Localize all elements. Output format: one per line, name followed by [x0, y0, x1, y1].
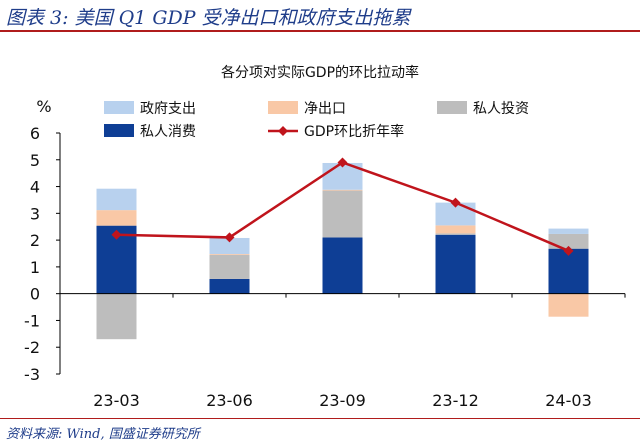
legend-swatch-净出口 — [268, 101, 298, 114]
y-tick-label: 1 — [30, 258, 40, 277]
bar-23-09-私人投资 — [322, 190, 363, 238]
source-note: 资料来源: Wind, 国盛证券研究所 — [6, 427, 200, 442]
y-tick-label: 6 — [30, 124, 40, 143]
gdp-point-23-06 — [224, 232, 235, 243]
y-tick-label: -3 — [24, 365, 40, 384]
bar-23-06-净出口 — [209, 254, 250, 255]
legend-label-净出口: 净出口 — [304, 101, 346, 117]
bar-24-03-政府支出 — [548, 228, 589, 234]
bar-23-06-私人消费 — [209, 278, 250, 294]
y-tick-label: 4 — [30, 178, 40, 197]
figure-title: 图表 3: 美国 Q1 GDP 受净出口和政府支出拖累 — [6, 7, 411, 29]
chart-title: 各分项对实际GDP的环比拉动率 — [220, 65, 420, 81]
gdp-point-23-12 — [450, 197, 461, 208]
y-tick-label: 5 — [30, 151, 40, 170]
y-tick-label: -1 — [24, 311, 40, 330]
bar-23-12-净出口 — [435, 225, 476, 234]
legend-swatch-政府支出 — [104, 101, 134, 114]
bar-23-12-私人消费 — [435, 234, 476, 294]
legend-label-私人消费: 私人消费 — [140, 124, 196, 140]
x-tick-label: 23-09 — [319, 391, 366, 410]
gdp-point-24-03 — [563, 245, 574, 256]
legend-swatch-私人投资 — [437, 101, 467, 114]
y-tick-label: 2 — [30, 231, 40, 250]
bar-23-06-政府支出 — [209, 237, 250, 255]
bar-23-12-私人投资 — [435, 233, 476, 235]
x-tick-label: 23-03 — [93, 391, 140, 410]
footer-divider — [0, 418, 640, 419]
x-tick-label: 23-06 — [206, 391, 253, 410]
y-tick-label: 0 — [30, 285, 40, 304]
bar-23-09-私人消费 — [322, 237, 363, 294]
bar-24-03-净出口 — [548, 293, 589, 317]
legend-swatch-私人消费 — [104, 124, 134, 137]
legend-label-GDP环比折年率: GDP环比折年率 — [304, 123, 404, 140]
legend-diamond-swatch — [278, 126, 288, 136]
bar-24-03-私人消费 — [548, 248, 589, 294]
legend-label-私人投资: 私人投资 — [473, 101, 529, 117]
y-tick-label: 3 — [30, 204, 40, 223]
header-divider — [0, 30, 640, 32]
bar-23-06-私人投资 — [209, 254, 250, 279]
x-tick-label: 24-03 — [545, 391, 592, 410]
report-header: 图表 3: 美国 Q1 GDP 受净出口和政府支出拖累 — [0, 0, 640, 32]
x-tick-label: 23-12 — [432, 391, 479, 410]
bar-23-12-政府支出 — [435, 202, 476, 226]
bar-24-03-私人投资 — [548, 233, 589, 249]
bar-23-03-净出口 — [96, 210, 137, 226]
gdp-point-23-09 — [337, 157, 348, 168]
gdp-point-23-03 — [111, 229, 122, 240]
bar-23-09-净出口 — [322, 189, 363, 191]
legend-label-政府支出: 政府支出 — [140, 101, 196, 117]
bar-23-03-私人投资 — [96, 293, 137, 340]
y-tick-label: -2 — [24, 338, 40, 357]
bar-23-03-政府支出 — [96, 188, 137, 211]
y-axis-unit: % — [36, 97, 51, 116]
